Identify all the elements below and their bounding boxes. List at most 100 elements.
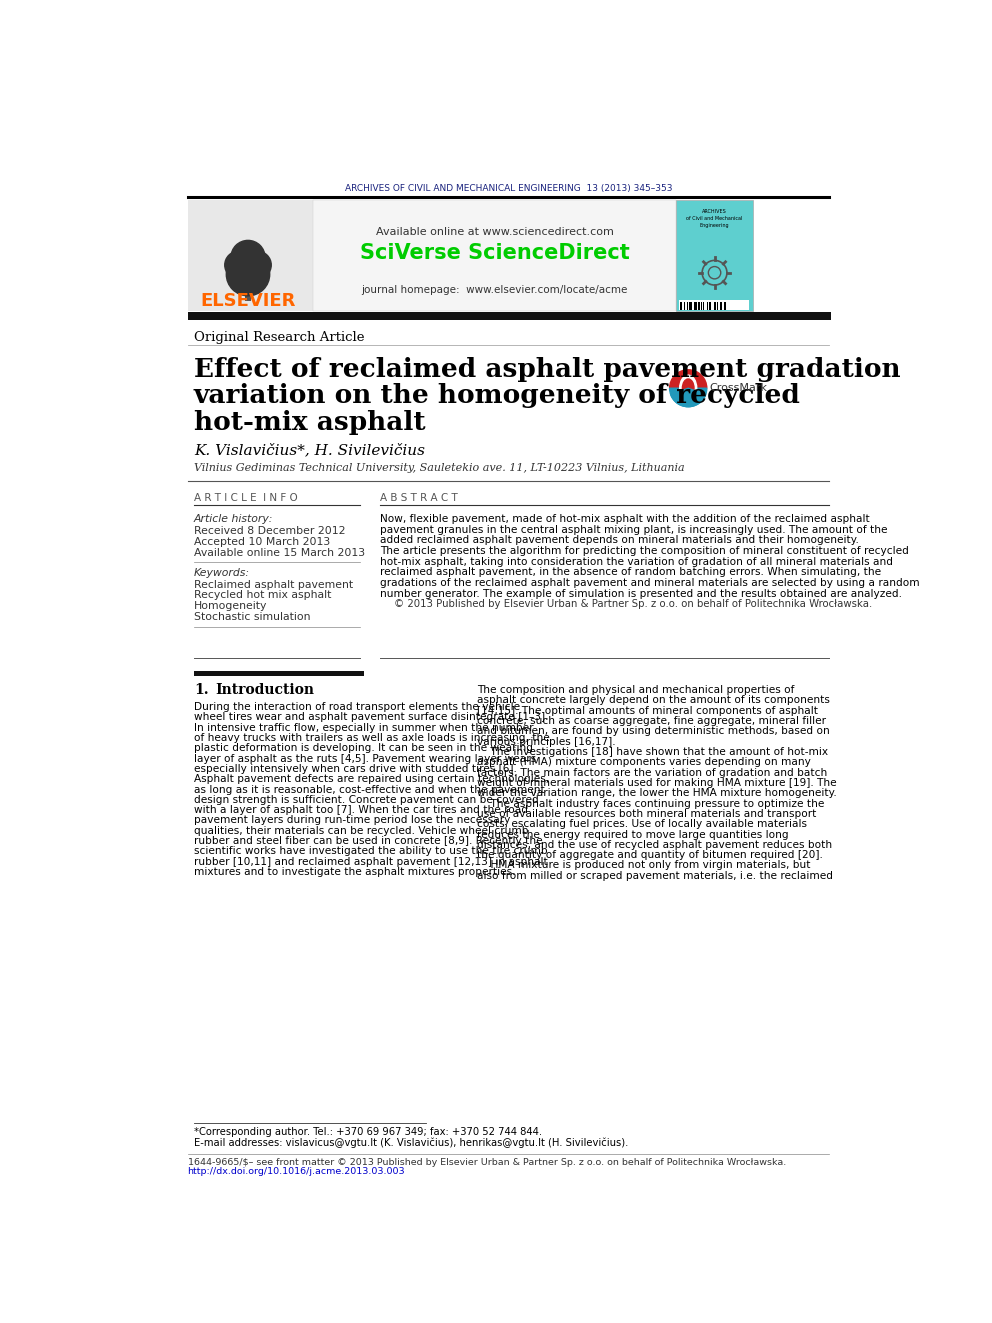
Bar — [701, 302, 703, 310]
Circle shape — [243, 251, 271, 279]
Text: costs, escalating fuel prices. Use of locally available materials: costs, escalating fuel prices. Use of lo… — [476, 819, 806, 830]
Text: Effect of reclaimed asphalt pavement gradation: Effect of reclaimed asphalt pavement gra… — [193, 357, 901, 382]
Text: wheel tires wear and asphalt pavement surface disintegrate [1–3].: wheel tires wear and asphalt pavement su… — [193, 712, 549, 722]
Bar — [693, 302, 695, 310]
Text: © 2013 Published by Elsevier Urban & Partner Sp. z o.o. on behalf of Politechnik: © 2013 Published by Elsevier Urban & Par… — [394, 599, 872, 609]
Bar — [685, 302, 686, 310]
Text: variation on the homogeneity of recycled: variation on the homogeneity of recycled — [193, 384, 801, 409]
Text: Original Research Article: Original Research Article — [193, 331, 364, 344]
Text: pavement granules in the central asphalt mixing plant, is increasingly used. The: pavement granules in the central asphalt… — [380, 525, 887, 534]
Text: wider the variation range, the lower the HMA mixture homogeneity.: wider the variation range, the lower the… — [476, 789, 836, 798]
Text: rubber [10,11] and reclaimed asphalt pavement [12,13] in asphalt: rubber [10,11] and reclaimed asphalt pav… — [193, 857, 548, 867]
Text: as long as it is reasonable, cost-effective and when the pavement: as long as it is reasonable, cost-effect… — [193, 785, 545, 795]
Bar — [723, 302, 725, 310]
Bar — [683, 302, 684, 310]
Text: the quantity of aggregate and quantity of bitumen required [20].: the quantity of aggregate and quantity o… — [476, 851, 822, 860]
Text: Keywords:: Keywords: — [193, 568, 250, 578]
Text: asphalt concrete largely depend on the amount of its components: asphalt concrete largely depend on the a… — [476, 696, 829, 705]
Text: Homogeneity: Homogeneity — [193, 601, 267, 611]
Circle shape — [226, 253, 270, 296]
Circle shape — [231, 241, 265, 274]
Text: layer of asphalt as the ruts [4,5]. Pavement wearing layer wears: layer of asphalt as the ruts [4,5]. Pave… — [193, 754, 536, 763]
Text: Introduction: Introduction — [215, 683, 314, 697]
Text: During the interaction of road transport elements the vehicle: During the interaction of road transport… — [193, 703, 520, 712]
Text: Available online at www.sciencedirect.com: Available online at www.sciencedirect.co… — [376, 228, 613, 237]
Circle shape — [225, 251, 253, 279]
Text: The composition and physical and mechanical properties of: The composition and physical and mechani… — [476, 685, 794, 695]
Text: added reclaimed asphalt pavement depends on mineral materials and their homogene: added reclaimed asphalt pavement depends… — [380, 536, 859, 545]
Bar — [187, 200, 313, 311]
Bar — [681, 302, 682, 310]
Text: plastic deformation is developing. It can be seen in the wearing: plastic deformation is developing. It ca… — [193, 744, 533, 753]
Text: use of available resources both mineral materials and transport: use of available resources both mineral … — [476, 808, 816, 819]
Text: 1.: 1. — [193, 683, 208, 697]
Text: especially intensively when cars drive with studded tires [6].: especially intensively when cars drive w… — [193, 763, 517, 774]
Bar — [689, 302, 690, 310]
Text: rubber and steel fiber can be used in concrete [8,9]. Recently the: rubber and steel fiber can be used in co… — [193, 836, 543, 847]
Text: *Corresponding author. Tel.: +370 69 967 349; fax: +370 52 744 844.: *Corresponding author. Tel.: +370 69 967… — [193, 1127, 542, 1136]
Text: number generator. The example of simulation is presented and the results obtaine: number generator. The example of simulat… — [380, 589, 902, 598]
Text: reclaimed asphalt pavement, in the absence of random batching errors. When simul: reclaimed asphalt pavement, in the absen… — [380, 568, 881, 577]
Bar — [679, 300, 749, 311]
Text: ARCHIVES OF CIVIL AND MECHANICAL ENGINEERING  13 (2013) 345–353: ARCHIVES OF CIVIL AND MECHANICAL ENGINEE… — [344, 184, 673, 193]
Text: factors. The main factors are the variation of gradation and batch: factors. The main factors are the variat… — [476, 767, 827, 778]
Ellipse shape — [680, 376, 696, 401]
Text: A R T I C L E  I N F O: A R T I C L E I N F O — [193, 492, 298, 503]
Text: hot-mix asphalt, taking into consideration the variation of gradation of all min: hot-mix asphalt, taking into considerati… — [380, 557, 893, 566]
Bar — [696, 302, 698, 310]
Bar — [187, 200, 676, 311]
Text: Asphalt pavement defects are repaired using certain technologies,: Asphalt pavement defects are repaired us… — [193, 774, 549, 785]
Bar — [245, 278, 251, 302]
Text: The investigations [18] have shown that the amount of hot-mix: The investigations [18] have shown that … — [476, 747, 827, 757]
Text: [14,15]. The optimal amounts of mineral components of asphalt: [14,15]. The optimal amounts of mineral … — [476, 705, 817, 716]
Wedge shape — [671, 388, 705, 406]
Bar — [722, 302, 723, 310]
Text: of heavy trucks with trailers as well as axle loads is increasing, the: of heavy trucks with trailers as well as… — [193, 733, 550, 744]
Text: A B S T R A C T: A B S T R A C T — [380, 492, 457, 503]
Ellipse shape — [682, 378, 694, 397]
Text: Received 8 December 2012: Received 8 December 2012 — [193, 527, 345, 536]
Text: HMA mixture is produced not only from virgin materials, but: HMA mixture is produced not only from vi… — [476, 860, 810, 871]
Text: with a layer of asphalt too [7]. When the car tires and the road: with a layer of asphalt too [7]. When th… — [193, 806, 528, 815]
Text: and bitumen, are found by using deterministic methods, based on: and bitumen, are found by using determin… — [476, 726, 829, 737]
Text: Accepted 10 March 2013: Accepted 10 March 2013 — [193, 537, 330, 548]
Text: scientific works have investigated the ability to use the tire crumb: scientific works have investigated the a… — [193, 847, 548, 856]
Text: qualities, their materials can be recycled. Vehicle wheel crumb: qualities, their materials can be recycl… — [193, 826, 529, 836]
Bar — [695, 302, 696, 310]
Text: Now, flexible pavement, made of hot-mix asphalt with the addition of the reclaim: Now, flexible pavement, made of hot-mix … — [380, 515, 870, 524]
Text: 1644-9665/$– see front matter © 2013 Published by Elsevier Urban & Partner Sp. z: 1644-9665/$– see front matter © 2013 Pub… — [187, 1158, 786, 1167]
Bar — [720, 302, 722, 310]
Bar — [313, 200, 676, 311]
Bar — [193, 671, 364, 676]
Text: Reclaimed asphalt pavement: Reclaimed asphalt pavement — [193, 579, 353, 590]
Text: Recycled hot mix asphalt: Recycled hot mix asphalt — [193, 590, 331, 601]
Text: E-mail addresses: vislavicus@vgtu.lt (K. Vislavičius), henrikas@vgtu.lt (H. Sivi: E-mail addresses: vislavicus@vgtu.lt (K.… — [193, 1138, 628, 1148]
Text: Article history:: Article history: — [193, 515, 273, 524]
Text: pavement layers during run-time period lose the necessary: pavement layers during run-time period l… — [193, 815, 510, 826]
Text: design strength is sufficient. Concrete pavement can be covered: design strength is sufficient. Concrete … — [193, 795, 539, 804]
Text: http://dx.doi.org/10.1016/j.acme.2013.03.003: http://dx.doi.org/10.1016/j.acme.2013.03… — [187, 1167, 405, 1176]
Text: hot-mix asphalt: hot-mix asphalt — [193, 410, 426, 434]
Text: SciVerse ScienceDirect: SciVerse ScienceDirect — [359, 242, 629, 263]
Text: various principles [16,17].: various principles [16,17]. — [476, 737, 615, 746]
Bar — [692, 302, 693, 310]
Text: concrete, such as coarse aggregate, fine aggregate, mineral filler: concrete, such as coarse aggregate, fine… — [476, 716, 825, 726]
Text: Vilnius Gediminas Technical University, Sauletekio ave. 11, LT-10223 Vilnius, Li: Vilnius Gediminas Technical University, … — [193, 463, 684, 474]
Text: journal homepage:  www.elsevier.com/locate/acme: journal homepage: www.elsevier.com/locat… — [361, 284, 628, 295]
Text: Stochastic simulation: Stochastic simulation — [193, 613, 310, 622]
Text: CrossMark: CrossMark — [709, 384, 767, 393]
Text: distances, and the use of recycled asphalt pavement reduces both: distances, and the use of recycled aspha… — [476, 840, 831, 849]
Text: reduces the energy required to move large quantities long: reduces the energy required to move larg… — [476, 830, 789, 840]
Text: ARCHIVES
of Civil and Mechanical
Engineering: ARCHIVES of Civil and Mechanical Enginee… — [686, 209, 743, 229]
Text: K. Vislavičius*, H. Sivilevičius: K. Vislavičius*, H. Sivilevičius — [193, 443, 425, 456]
Wedge shape — [670, 369, 706, 388]
Bar — [676, 200, 753, 311]
Bar — [187, 312, 830, 320]
Text: The asphalt industry faces continuing pressure to optimize the: The asphalt industry faces continuing pr… — [476, 799, 824, 808]
Text: In intensive traffic flow, especially in summer when the number: In intensive traffic flow, especially in… — [193, 722, 534, 733]
Text: The article presents the algorithm for predicting the composition of mineral con: The article presents the algorithm for p… — [380, 546, 909, 556]
Text: asphalt (HMA) mixture components varies depending on many: asphalt (HMA) mixture components varies … — [476, 757, 810, 767]
Text: mixtures and to investigate the asphalt mixtures properties.: mixtures and to investigate the asphalt … — [193, 867, 515, 877]
Text: also from milled or scraped pavement materials, i.e. the reclaimed: also from milled or scraped pavement mat… — [476, 871, 832, 881]
Text: Available online 15 March 2013: Available online 15 March 2013 — [193, 548, 365, 558]
